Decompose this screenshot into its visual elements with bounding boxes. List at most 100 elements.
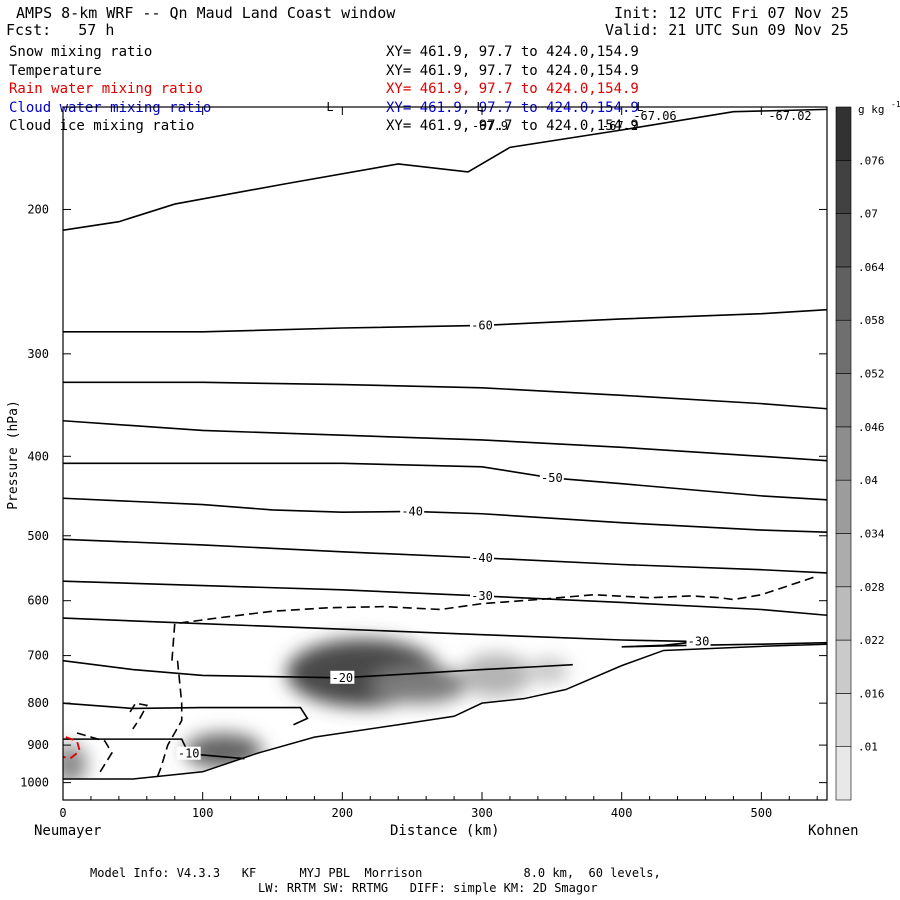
- y-tick-label: 700: [27, 649, 49, 663]
- contour-label: -30: [688, 635, 710, 649]
- colorbar-segment: [835, 586, 852, 641]
- colorbar-segment: [835, 160, 852, 214]
- temperature-contour: [63, 462, 827, 501]
- cloud-ice-contour: [171, 575, 818, 661]
- colorbar-tick-label: .034: [858, 527, 885, 540]
- temperature-contour: [63, 108, 827, 231]
- legend-xy: XY= 461.9, 97.7 to 424.0,154.9: [386, 81, 639, 97]
- init-time: Init: 12 UTC Fri 07 Nov 25: [614, 4, 849, 22]
- model-physics: LW: RRTM SW: RRTMG DIFF: simple KM: 2D S…: [258, 881, 598, 895]
- contour-label-bg: [176, 746, 201, 760]
- legend-label: Rain water mixing ratio: [9, 81, 203, 97]
- snow-blob: [63, 743, 87, 785]
- y-tick-label: 200: [27, 202, 49, 216]
- colorbar-unit-exponent: -1: [891, 100, 900, 109]
- contour-label-bg: [470, 588, 495, 602]
- snow-blob: [461, 653, 531, 698]
- terrain-mask: [63, 644, 827, 800]
- temperature-contour: [63, 702, 309, 726]
- colorbar-segment: [835, 266, 852, 321]
- colorbar-segment: [835, 426, 852, 481]
- legend-label: Temperature: [9, 62, 102, 79]
- plot-area: -60 -50 -40 -40 -30 -30 -20 -10: [63, 108, 827, 800]
- cloud-ice-contour: [129, 702, 149, 730]
- temperature-contour: [63, 497, 827, 533]
- legend-xy: XY= 461.9, 97.7 to 424.0,154.9: [386, 118, 639, 134]
- x-axis-label: Distance (km): [390, 823, 500, 839]
- y-tick-label: 400: [27, 449, 49, 463]
- snow-blob: [529, 658, 569, 683]
- temperature-contour: [63, 538, 827, 574]
- colorbar-segment: [835, 373, 852, 428]
- top-annotation: -67.06: [633, 109, 676, 123]
- top-annotation: L: [476, 100, 483, 114]
- colorbar-segment: [835, 213, 852, 268]
- colorbar-segment: [835, 693, 852, 747]
- colorbar-segment: [835, 106, 852, 161]
- contour-label-bg: [686, 634, 711, 648]
- plot-frame: [62, 106, 828, 801]
- colorbar-tick-label: .076: [858, 154, 885, 167]
- contour-label: -20: [331, 671, 353, 685]
- y-axis-label: Pressure (hPa): [6, 400, 21, 510]
- colorbar-segment: [835, 746, 852, 801]
- contour-label-bg: [330, 670, 355, 684]
- cloud-ice-contour: [155, 660, 183, 780]
- temperature-contour: [63, 419, 827, 462]
- colorbar-tick-label: .04: [858, 474, 878, 487]
- x-tick-label: 500: [751, 806, 773, 820]
- cloud-ice-contour: [76, 732, 113, 776]
- x-right-station: Kohnen: [808, 823, 859, 839]
- colorbar-tick-label: .016: [858, 687, 885, 700]
- y-tick-label: 300: [27, 347, 49, 361]
- y-tick-label: 500: [27, 529, 49, 543]
- temperature-contour: [63, 580, 827, 617]
- contour-label-bg: [470, 550, 495, 564]
- temperature-contour: [63, 381, 827, 410]
- x-tick-label: 100: [192, 806, 214, 820]
- legend-xy: XY= 461.9, 97.7 to 424.0,154.9: [386, 44, 639, 60]
- y-tick-label: 800: [27, 696, 49, 710]
- contour-label: -40: [471, 551, 493, 565]
- temperature-contour: [63, 308, 827, 333]
- model-info: Model Info: V4.3.3 KF MYJ PBL Morrison 8…: [90, 866, 661, 880]
- colorbar-segment: [835, 533, 852, 588]
- x-left-station: Neumayer: [34, 823, 102, 839]
- top-annotation: -67.2: [602, 119, 638, 133]
- colorbar-tick-label: .01: [858, 741, 878, 754]
- rain-contour: [63, 736, 81, 760]
- colorbar-unit: g kg: [858, 103, 885, 116]
- legend-label: Snow mixing ratio: [9, 44, 153, 60]
- top-annotation: L: [636, 100, 643, 114]
- contour-label: -40: [401, 504, 423, 518]
- contour-label: -30: [471, 589, 493, 603]
- contour-label: -50: [541, 471, 563, 485]
- x-tick-label: 0: [59, 806, 66, 820]
- valid-time: Valid: 21 UTC Sun 09 Nov 25: [605, 21, 849, 39]
- colorbar-tick-label: .052: [858, 368, 885, 381]
- x-tick-label: 300: [471, 806, 493, 820]
- x-tick-label: 200: [331, 806, 353, 820]
- contour-label-bg: [400, 504, 425, 518]
- legend-xy: XY= 461.9, 97.7 to 424.0,154.9: [386, 62, 639, 79]
- y-tick-label: 900: [27, 738, 49, 752]
- colorbar-tick-label: .046: [858, 421, 885, 434]
- contour-label: -60: [471, 318, 493, 332]
- x-tick-label: 400: [611, 806, 633, 820]
- colorbar-segment: [835, 319, 852, 374]
- top-annotation: -67.02: [768, 109, 811, 123]
- colorbar-segment: [835, 479, 852, 534]
- top-annotation: L: [326, 100, 333, 114]
- y-tick-label: 600: [27, 594, 49, 608]
- contour-label-bg: [539, 470, 564, 484]
- legend-label: Cloud ice mixing ratio: [9, 118, 195, 134]
- colorbar-tick-label: .058: [858, 314, 885, 327]
- terrain-line: [63, 643, 827, 780]
- contour-label-bg: [470, 318, 495, 332]
- forecast-hour: Fcst: 57 h: [6, 21, 115, 39]
- temperature-contour: [63, 617, 827, 648]
- colorbar-tick-label: .028: [858, 581, 885, 594]
- colorbar-tick-label: .07: [858, 208, 878, 221]
- contour-label: -10: [178, 747, 200, 761]
